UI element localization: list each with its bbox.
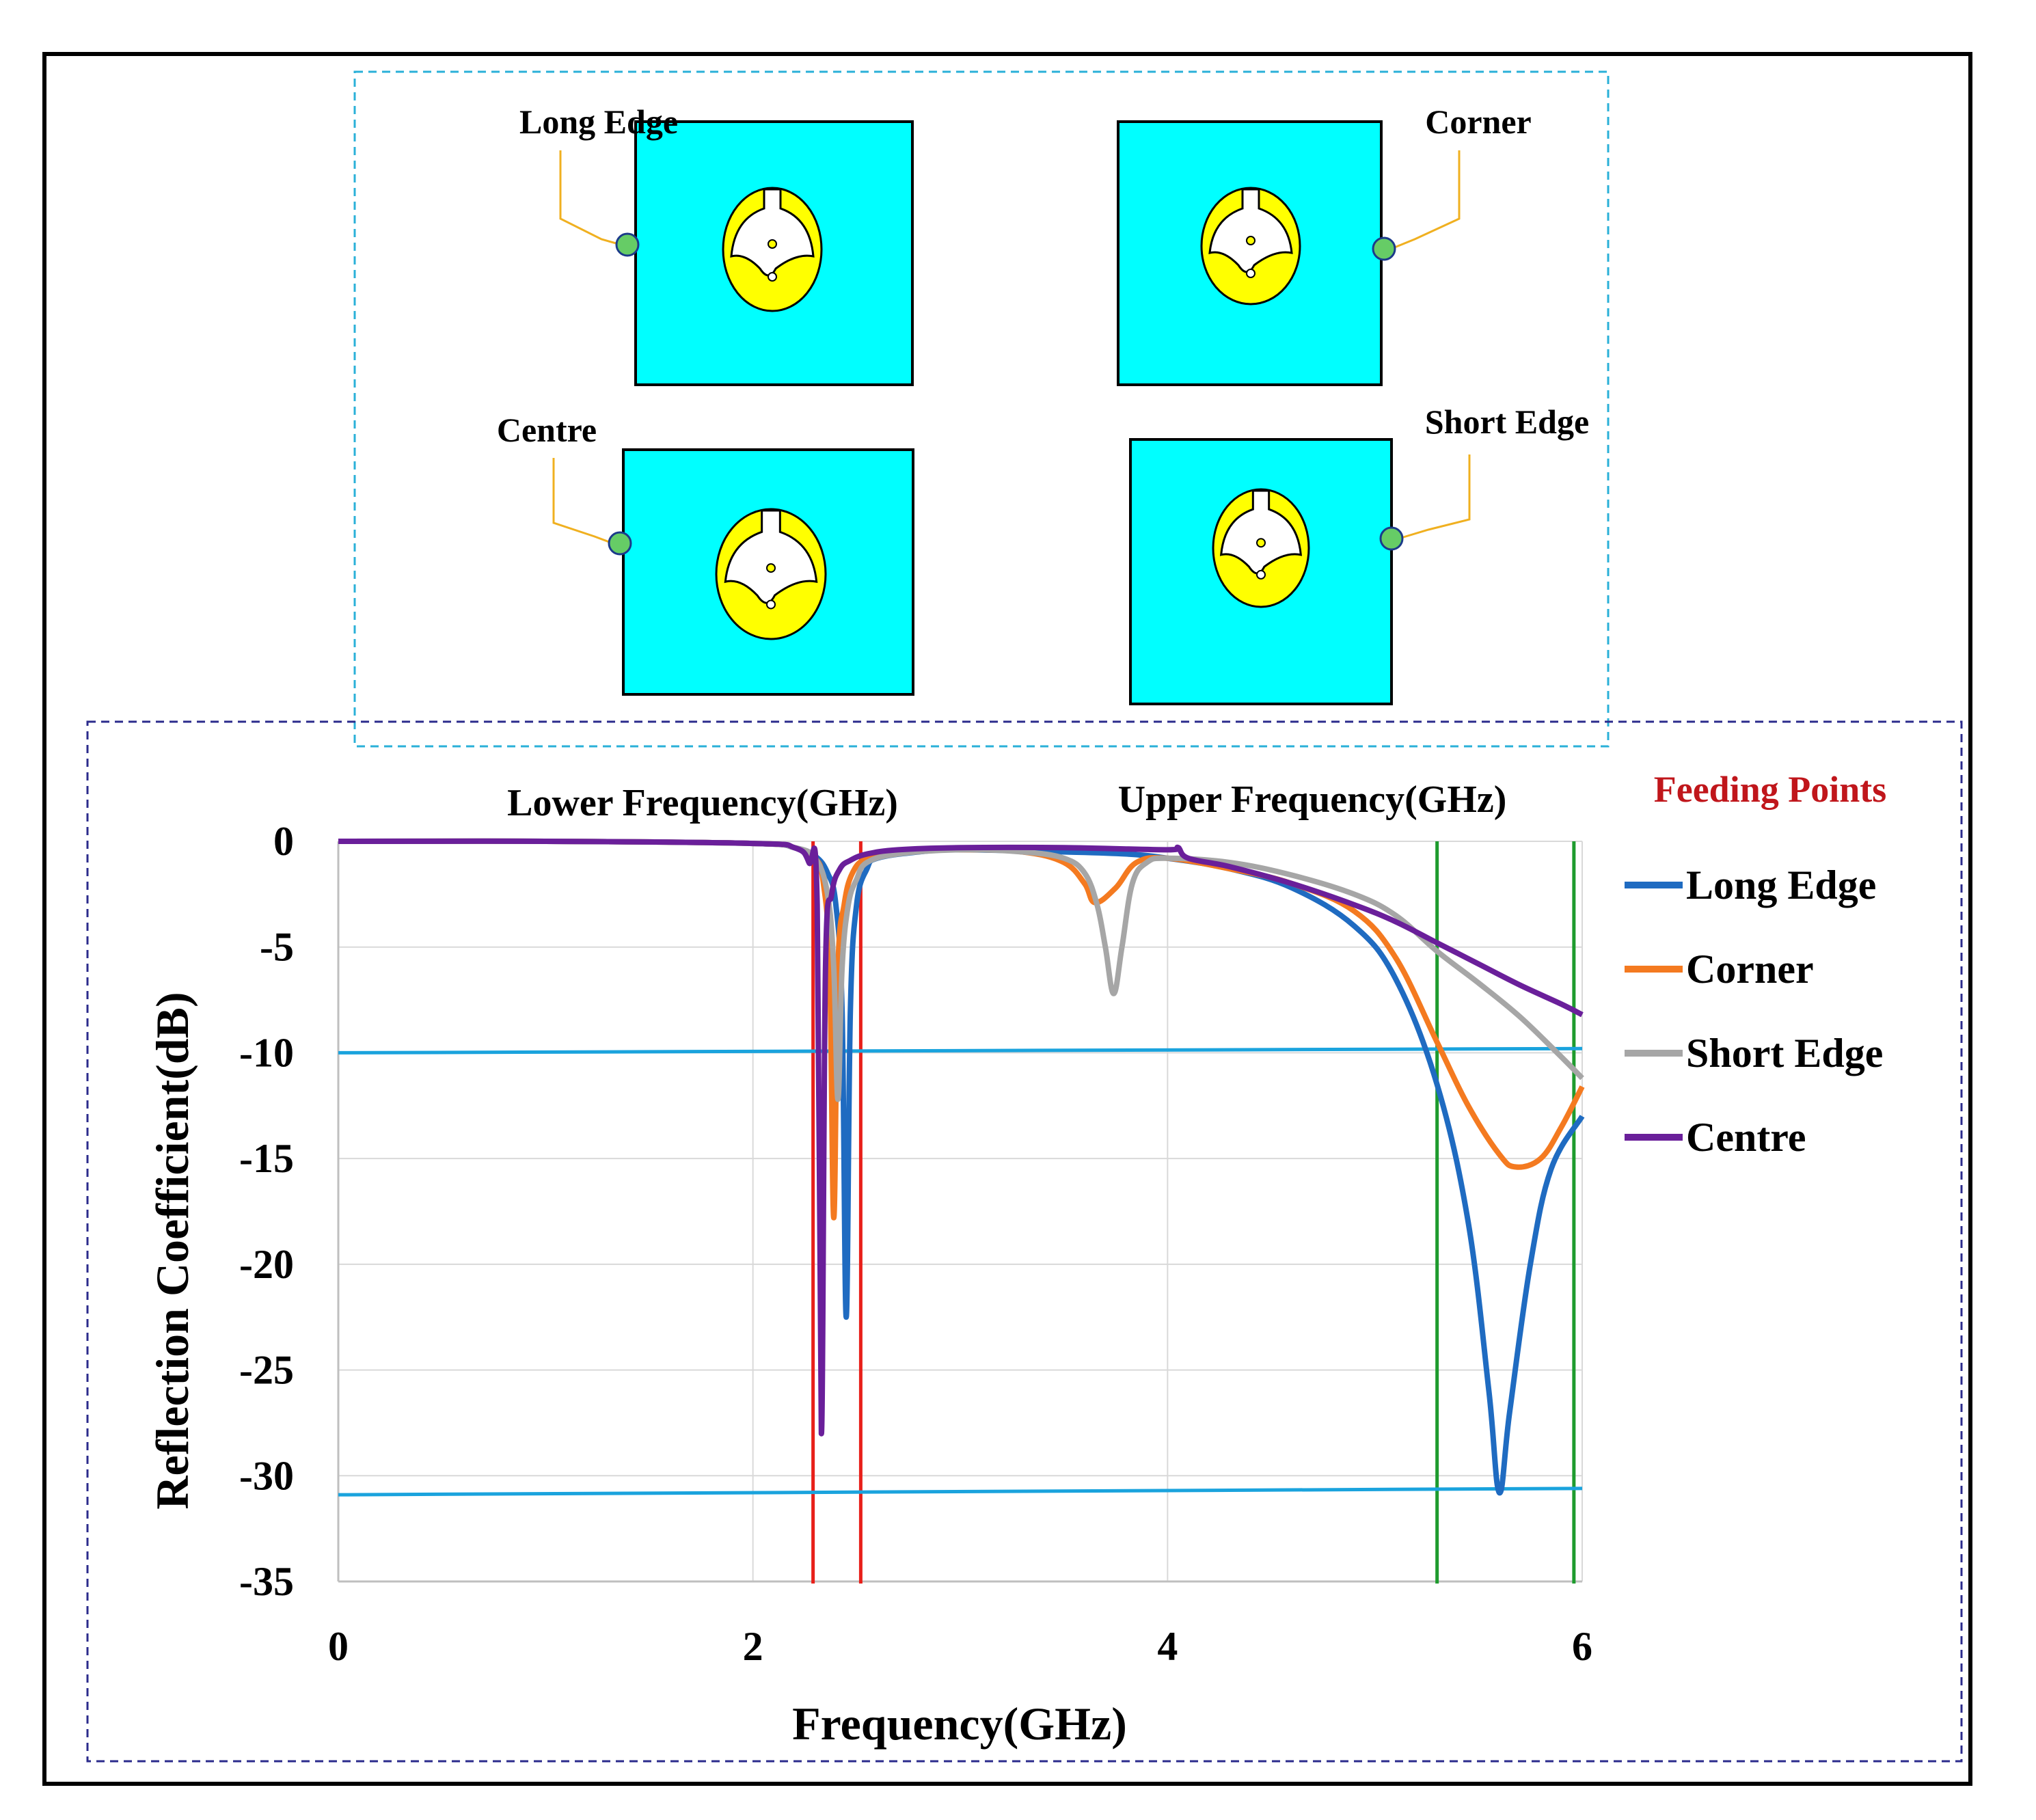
y-tick-label: -10 xyxy=(239,1030,294,1075)
x-tick-label: 4 xyxy=(1157,1624,1178,1669)
x-axis-label: Frequency(GHz) xyxy=(792,1698,1127,1750)
legend-item: Corner xyxy=(1625,947,1814,992)
y-tick-label: -20 xyxy=(239,1242,294,1287)
leader-line xyxy=(552,458,612,544)
axes xyxy=(337,841,1582,1583)
antenna-label: Centre xyxy=(497,411,597,449)
legend-label: Corner xyxy=(1686,947,1814,992)
antenna-unit-long-edge: Long Edge xyxy=(519,103,914,386)
y-tick-label: -30 xyxy=(239,1453,294,1498)
via xyxy=(766,599,776,610)
x-tick-label: 6 xyxy=(1572,1624,1592,1669)
x-tick-label: 2 xyxy=(743,1624,763,1669)
series-line-corner xyxy=(338,838,1585,1221)
feed-point xyxy=(615,232,640,257)
legend: Feeding Points Long Edge Corner Short Edge… xyxy=(1625,769,1886,1160)
via xyxy=(1256,569,1266,580)
legend-label: Centre xyxy=(1686,1115,1806,1160)
series-line-centre xyxy=(338,838,1584,1437)
y-tick-label: -5 xyxy=(260,925,294,970)
antenna-label: Long Edge xyxy=(519,103,678,141)
via xyxy=(768,239,777,249)
antenna-panel-border xyxy=(353,70,1610,748)
leader-line xyxy=(559,150,619,245)
antenna-unit-corner: Corner xyxy=(1117,103,1532,386)
y-tick-label: -15 xyxy=(239,1136,294,1181)
antenna-label: Short Edge xyxy=(1425,403,1589,441)
via xyxy=(1256,538,1266,548)
y-tick-label: -35 xyxy=(239,1559,294,1604)
feed-point xyxy=(1372,236,1396,261)
chart-panel-border xyxy=(86,720,1963,1763)
via xyxy=(768,272,777,282)
y-axis-label: Reflection Coefficient(dB) xyxy=(146,992,198,1509)
antenna-label: Corner xyxy=(1425,103,1532,141)
legend-item: Centre xyxy=(1625,1115,1806,1160)
legend-label: Long Edge xyxy=(1686,863,1876,908)
upper-band-title: Upper Frequency(GHz) xyxy=(1118,778,1507,821)
band-lines xyxy=(811,841,1576,1584)
legend-item: Short Edge xyxy=(1625,1031,1883,1076)
feed-point xyxy=(608,531,632,556)
series-line-long-edge xyxy=(338,838,1585,1496)
reflection-chart: 0 -5 -10 -15 -20 -25 -30 -35 0 2 4 6 Lower Frequenc… xyxy=(146,769,1886,1750)
legend-item: Long Edge xyxy=(1625,863,1876,908)
y-tick-label: 0 xyxy=(273,819,294,864)
legend-label: Short Edge xyxy=(1686,1031,1883,1076)
threshold-lines xyxy=(338,1046,1583,1497)
threshold-line xyxy=(338,1046,1583,1055)
grid xyxy=(338,841,1583,1582)
antenna-unit-centre: Centre xyxy=(497,411,914,696)
feed-point xyxy=(1379,526,1404,551)
via xyxy=(766,563,776,573)
series-lines xyxy=(338,838,1585,1496)
threshold-line xyxy=(338,1486,1583,1497)
y-tick-label: -25 xyxy=(239,1348,294,1393)
antenna-panel: Long Edge Corner Centre Short Edge xyxy=(353,70,1610,748)
antenna-unit-short-edge: Short Edge xyxy=(1129,403,1589,705)
via xyxy=(1246,236,1255,245)
leader-line xyxy=(1400,454,1471,539)
x-tick-label: 0 xyxy=(328,1624,349,1669)
outer-frame xyxy=(42,52,1972,1786)
via xyxy=(1246,269,1255,278)
lower-band-title: Lower Frequency(GHz) xyxy=(507,782,898,824)
tick-labels: 0 -5 -10 -15 -20 -25 -30 -35 0 2 4 6 xyxy=(239,819,1592,1669)
legend-title: Feeding Points xyxy=(1654,769,1887,810)
series-line-short-edge xyxy=(338,838,1584,1102)
leader-line xyxy=(1392,150,1461,249)
